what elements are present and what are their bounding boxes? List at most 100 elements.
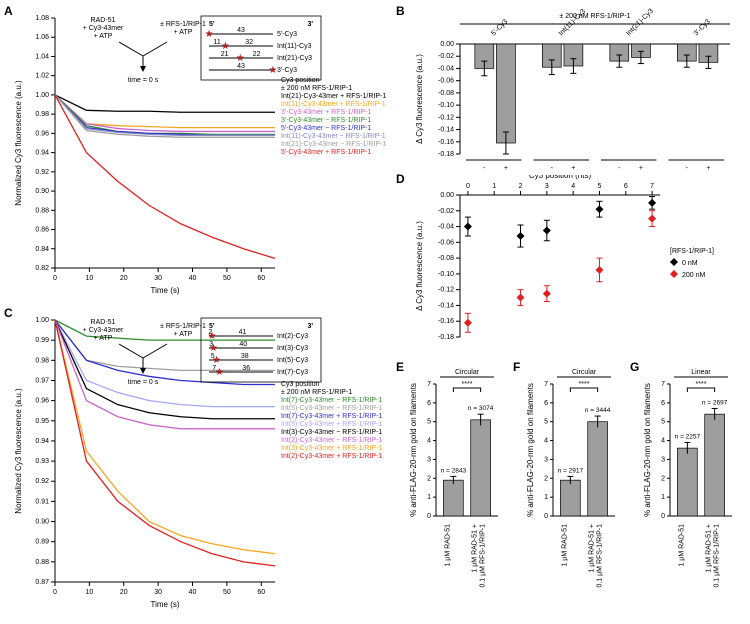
- svg-text:3'-Cy3-43mer + RFS-1/RIP-1: 3'-Cy3-43mer + RFS-1/RIP-1: [281, 109, 371, 116]
- svg-text:0.88: 0.88: [35, 207, 49, 214]
- svg-text:Int(5)-Cy3: Int(5)-Cy3: [277, 357, 308, 364]
- svg-text:5: 5: [544, 419, 548, 426]
- svg-text:-0.02: -0.02: [438, 53, 454, 60]
- svg-text:30: 30: [154, 589, 162, 596]
- svg-text:1: 1: [544, 494, 548, 501]
- svg-text:0.00: 0.00: [440, 41, 454, 48]
- panel-A: 01020304050600.820.840.860.880.900.920.9…: [3, 6, 393, 306]
- svg-text:time = 0 s: time = 0 s: [128, 379, 159, 386]
- svg-text:1: 1: [661, 494, 665, 501]
- svg-text:-0.04: -0.04: [438, 65, 454, 72]
- svg-text:Int(7)-Cy3: Int(7)-Cy3: [277, 369, 308, 376]
- svg-text:5'-Cy3: 5'-Cy3: [490, 18, 509, 37]
- svg-text:1.08: 1.08: [35, 15, 49, 22]
- svg-text:****: ****: [696, 381, 707, 388]
- svg-text:Int(2)-Cy3-43mer − RFS-1/RIP-1: Int(2)-Cy3-43mer − RFS-1/RIP-1: [281, 437, 382, 444]
- svg-text:200 nM: 200 nM: [682, 272, 706, 279]
- svg-text:-0.16: -0.16: [438, 318, 454, 325]
- svg-text:Normalized Cy3 fluorescence (a: Normalized Cy3 fluorescence (a.u.): [14, 80, 23, 206]
- svg-text:-: -: [483, 165, 486, 172]
- svg-text:0.87: 0.87: [35, 579, 49, 586]
- svg-text:3: 3: [427, 456, 431, 463]
- panel-E: Circular01234567% anti-FLAG-20-nm gold o…: [398, 362, 516, 622]
- svg-text:0.89: 0.89: [35, 539, 49, 546]
- svg-text:+: +: [504, 165, 508, 172]
- svg-text:0.90: 0.90: [35, 188, 49, 195]
- svg-text:0: 0: [427, 513, 431, 520]
- svg-text:Time (s): Time (s): [150, 600, 179, 609]
- svg-text:-0.12: -0.12: [438, 114, 454, 121]
- svg-text:5': 5': [209, 21, 215, 28]
- svg-text:n = 3074: n = 3074: [468, 405, 494, 412]
- svg-text:1: 1: [492, 183, 496, 190]
- svg-text:7: 7: [212, 365, 216, 372]
- svg-text:Int(21)-Cy3-43mer + RFS-1/RIP-: Int(21)-Cy3-43mer + RFS-1/RIP-1: [281, 93, 386, 100]
- svg-text:4: 4: [427, 438, 431, 445]
- svg-text:4: 4: [571, 183, 575, 190]
- svg-text:2: 2: [519, 183, 523, 190]
- svg-text:3'-Cy3-43mer − RFS-1/RIP-1: 3'-Cy3-43mer − RFS-1/RIP-1: [281, 117, 371, 124]
- svg-text:0.00: 0.00: [440, 192, 454, 199]
- svg-text:22: 22: [253, 51, 261, 58]
- svg-text:0.94: 0.94: [35, 438, 49, 445]
- svg-text:20: 20: [120, 275, 128, 282]
- svg-text:± RFS-1/RIP-1: ± RFS-1/RIP-1: [160, 323, 206, 330]
- panel-F: Circular01234567% anti-FLAG-20-nm gold o…: [515, 362, 633, 622]
- svg-text:1.02: 1.02: [35, 73, 49, 80]
- svg-text:3'-Cy3: 3'-Cy3: [693, 18, 712, 37]
- svg-text:n = 3444: n = 3444: [585, 407, 611, 414]
- svg-text:7: 7: [650, 183, 654, 190]
- svg-text:2: 2: [544, 475, 548, 482]
- svg-text:Cy3 position (nts): Cy3 position (nts): [529, 175, 592, 180]
- svg-text:1.04: 1.04: [35, 53, 49, 60]
- svg-text:+ Cy3-43mer: + Cy3-43mer: [83, 25, 124, 32]
- svg-text:0.97: 0.97: [35, 377, 49, 384]
- svg-text:-0.08: -0.08: [438, 90, 454, 97]
- svg-text:0.1 μM RFS-1/RIP-1: 0.1 μM RFS-1/RIP-1: [714, 524, 721, 588]
- svg-text:Linear: Linear: [691, 369, 711, 376]
- svg-text:7: 7: [427, 381, 431, 388]
- svg-text:21: 21: [221, 51, 229, 58]
- svg-text:Int(21)-Cy3: Int(21)-Cy3: [277, 55, 312, 62]
- svg-text:0.98: 0.98: [35, 111, 49, 118]
- svg-text:+ Cy3-43mer: + Cy3-43mer: [83, 327, 124, 334]
- svg-text:+ ATP: + ATP: [174, 29, 193, 36]
- svg-text:0.86: 0.86: [35, 227, 49, 234]
- svg-text:-0.04: -0.04: [438, 224, 454, 231]
- svg-text:3'-Cy3: 3'-Cy3: [277, 67, 297, 74]
- svg-text:0: 0: [53, 275, 57, 282]
- svg-text:[RFS-1/RIP-1]: [RFS-1/RIP-1]: [670, 248, 714, 255]
- svg-text:Int(11)-Cy3-43mer − RFS-1/RIP-: Int(11)-Cy3-43mer − RFS-1/RIP-1: [281, 133, 386, 140]
- svg-text:+: +: [706, 165, 710, 172]
- svg-text:6: 6: [427, 400, 431, 407]
- svg-text:n = 2257: n = 2257: [675, 433, 701, 440]
- svg-text:0: 0: [544, 513, 548, 520]
- svg-text:-0.10: -0.10: [438, 271, 454, 278]
- svg-text:% anti-FLAG-20-nm gold on fila: % anti-FLAG-20-nm gold on filaments: [643, 383, 652, 517]
- svg-text:time = 0 s: time = 0 s: [128, 77, 159, 84]
- svg-text:-: -: [551, 165, 554, 172]
- svg-text:0.82: 0.82: [35, 265, 49, 272]
- svg-text:0 nM: 0 nM: [682, 260, 698, 267]
- svg-text:-0.06: -0.06: [438, 239, 454, 246]
- svg-text:50: 50: [223, 275, 231, 282]
- svg-text:-0.02: -0.02: [438, 208, 454, 215]
- svg-text:2: 2: [209, 329, 213, 336]
- svg-text:0.99: 0.99: [35, 337, 49, 344]
- svg-text:Int(3)-Cy3-43mer − RFS-1/RIP-1: Int(3)-Cy3-43mer − RFS-1/RIP-1: [281, 429, 382, 436]
- svg-text:Time (s): Time (s): [150, 286, 179, 295]
- svg-text:1: 1: [427, 494, 431, 501]
- svg-text:★: ★: [215, 367, 224, 378]
- svg-text:1 μM RAD-51 +: 1 μM RAD-51 +: [706, 524, 713, 573]
- svg-text:1 μM RAD-51: 1 μM RAD-51: [678, 524, 685, 567]
- svg-text:+ ATP: + ATP: [94, 335, 113, 342]
- svg-text:-0.18: -0.18: [438, 334, 454, 341]
- svg-text:0.92: 0.92: [35, 478, 49, 485]
- svg-text:43: 43: [237, 63, 245, 70]
- svg-text:11: 11: [214, 39, 221, 46]
- svg-text:50: 50: [223, 589, 231, 596]
- svg-text:10: 10: [85, 589, 93, 596]
- svg-text:± 200 nM RFS-1/RIP-1: ± 200 nM RFS-1/RIP-1: [281, 389, 352, 396]
- svg-text:40: 40: [239, 341, 247, 348]
- svg-text:0.84: 0.84: [35, 246, 49, 253]
